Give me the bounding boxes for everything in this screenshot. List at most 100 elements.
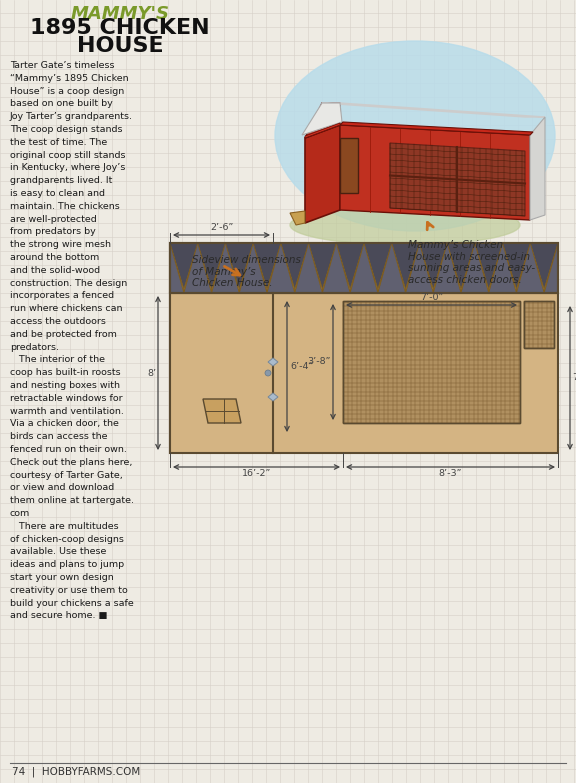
Text: are well-protected: are well-protected: [10, 215, 97, 224]
Polygon shape: [198, 243, 225, 293]
Bar: [524, 301, 554, 348]
Polygon shape: [281, 243, 309, 293]
Polygon shape: [170, 243, 198, 293]
Text: them online at tartergate.: them online at tartergate.: [10, 496, 134, 505]
Polygon shape: [336, 243, 350, 293]
Text: House” is a coop design: House” is a coop design: [10, 87, 124, 96]
Polygon shape: [267, 243, 281, 293]
Polygon shape: [198, 243, 211, 293]
Text: and secure home. ■: and secure home. ■: [10, 612, 108, 620]
Text: coop has built-in roosts: coop has built-in roosts: [10, 368, 120, 377]
Polygon shape: [309, 243, 336, 293]
Text: 2’-6”: 2’-6”: [210, 223, 233, 232]
Polygon shape: [364, 243, 378, 293]
Text: Sideview dimensions
of Mammy’s
Chicken House.: Sideview dimensions of Mammy’s Chicken H…: [192, 255, 301, 288]
Text: construction. The design: construction. The design: [10, 279, 127, 287]
Text: 8’: 8’: [147, 369, 156, 377]
Text: 7’-6”: 7’-6”: [572, 373, 576, 383]
Polygon shape: [225, 243, 253, 293]
Text: grandparents lived. It: grandparents lived. It: [10, 176, 112, 186]
Text: birds can access the: birds can access the: [10, 432, 108, 441]
Polygon shape: [281, 243, 295, 293]
Polygon shape: [350, 243, 364, 293]
Ellipse shape: [275, 41, 555, 231]
Text: start your own design: start your own design: [10, 573, 113, 582]
Polygon shape: [309, 243, 323, 293]
Polygon shape: [392, 243, 406, 293]
Polygon shape: [530, 243, 544, 293]
Polygon shape: [305, 103, 340, 138]
Polygon shape: [475, 243, 488, 293]
Polygon shape: [322, 103, 545, 117]
Text: maintain. The chickens: maintain. The chickens: [10, 202, 120, 211]
Polygon shape: [475, 243, 503, 293]
Bar: [170, 293, 558, 453]
Text: build your chickens a safe: build your chickens a safe: [10, 598, 134, 608]
Text: is easy to clean and: is easy to clean and: [10, 189, 105, 198]
Text: available. Use these: available. Use these: [10, 547, 107, 557]
Polygon shape: [503, 243, 530, 293]
Polygon shape: [364, 243, 392, 293]
Text: HOUSE: HOUSE: [77, 36, 164, 56]
Polygon shape: [239, 243, 253, 293]
Polygon shape: [433, 243, 447, 293]
Polygon shape: [406, 243, 419, 293]
Text: 16’-2”: 16’-2”: [242, 469, 271, 478]
Text: based on one built by: based on one built by: [10, 99, 113, 108]
Polygon shape: [305, 125, 340, 223]
Text: in Kentucky, where Joy’s: in Kentucky, where Joy’s: [10, 164, 126, 172]
Polygon shape: [340, 125, 530, 220]
Text: the strong wire mesh: the strong wire mesh: [10, 240, 111, 249]
Text: incorporates a fenced: incorporates a fenced: [10, 291, 114, 301]
Ellipse shape: [290, 205, 520, 245]
Text: of chicken-coop designs: of chicken-coop designs: [10, 535, 124, 543]
Polygon shape: [336, 243, 364, 293]
Polygon shape: [544, 243, 558, 293]
Text: The interior of the: The interior of the: [10, 355, 105, 364]
Text: 3’-8”: 3’-8”: [308, 358, 331, 366]
Text: Joy Tarter’s grandparents.: Joy Tarter’s grandparents.: [10, 112, 133, 121]
Polygon shape: [392, 243, 419, 293]
Text: com: com: [10, 509, 31, 518]
Polygon shape: [461, 243, 475, 293]
Bar: [340, 138, 358, 193]
Polygon shape: [517, 243, 530, 293]
Text: retractable windows for: retractable windows for: [10, 394, 123, 402]
Text: 1895 CHICKEN: 1895 CHICKEN: [30, 18, 210, 38]
Polygon shape: [530, 117, 545, 220]
Polygon shape: [447, 243, 475, 293]
Polygon shape: [170, 243, 184, 293]
Polygon shape: [295, 243, 309, 293]
Polygon shape: [419, 243, 447, 293]
Circle shape: [265, 370, 271, 376]
Polygon shape: [184, 243, 198, 293]
Polygon shape: [503, 243, 517, 293]
Text: 74  |  HOBBYFARMS.COM: 74 | HOBBYFARMS.COM: [12, 767, 140, 778]
Text: MAMMY'S: MAMMY'S: [70, 5, 169, 23]
Text: “Mammy’s 1895 Chicken: “Mammy’s 1895 Chicken: [10, 74, 128, 83]
Polygon shape: [290, 211, 305, 225]
Text: the test of time. The: the test of time. The: [10, 138, 107, 146]
Text: and the solid-wood: and the solid-wood: [10, 265, 100, 275]
Text: and be protected from: and be protected from: [10, 330, 117, 339]
Text: or view and download: or view and download: [10, 483, 114, 493]
Polygon shape: [390, 143, 525, 216]
Text: Tarter Gate’s timeless: Tarter Gate’s timeless: [10, 61, 115, 70]
Bar: [343, 301, 520, 423]
Text: 6’-4”: 6’-4”: [290, 362, 313, 371]
Polygon shape: [447, 243, 461, 293]
Polygon shape: [253, 243, 281, 293]
Text: from predators by: from predators by: [10, 227, 96, 236]
Polygon shape: [378, 243, 392, 293]
Text: 8’-3”: 8’-3”: [439, 469, 463, 478]
Polygon shape: [340, 122, 533, 135]
Text: warmth and ventilation.: warmth and ventilation.: [10, 406, 124, 416]
Text: 7’-0”: 7’-0”: [420, 293, 443, 302]
Text: original coop still stands: original coop still stands: [10, 150, 126, 160]
Text: ideas and plans to jump: ideas and plans to jump: [10, 560, 124, 569]
Polygon shape: [488, 243, 503, 293]
Polygon shape: [203, 399, 241, 423]
Polygon shape: [211, 243, 225, 293]
Polygon shape: [323, 243, 336, 293]
Polygon shape: [305, 123, 340, 138]
